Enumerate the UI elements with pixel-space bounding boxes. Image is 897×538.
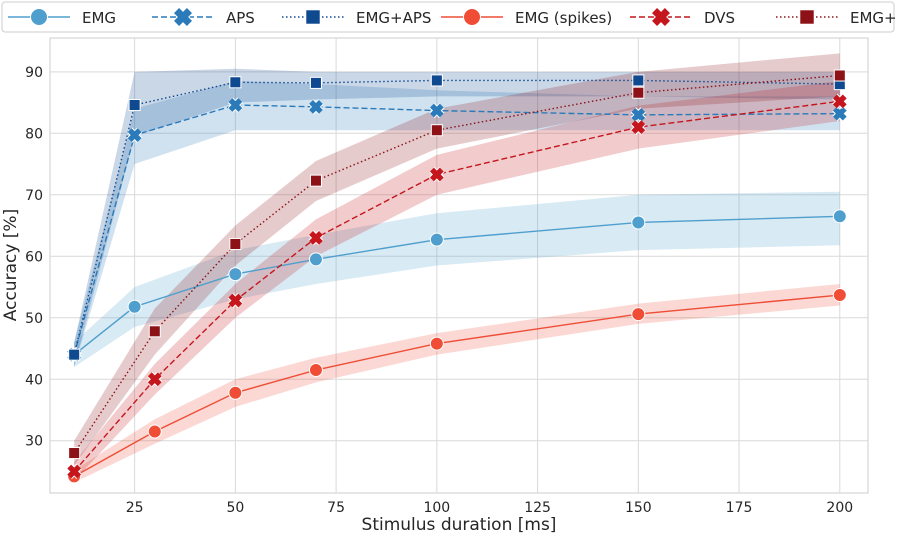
emg-dvs-marker [833,69,846,82]
y-tick-label: 30 [25,434,43,450]
legend-label: EMG+APS [356,9,431,27]
y-tick-label: 70 [25,188,43,204]
emg-spikes-marker [147,424,162,439]
x-tick-label: 150 [625,500,652,516]
legend-item-dvs: DVS [630,7,735,27]
emg-dvs-marker [430,124,443,137]
legend-label: APS [226,9,255,27]
aps-marker [308,99,324,115]
emg-aps-marker [68,348,81,361]
y-axis-label: Accuracy [%] [1,209,21,321]
y-tick-label: 80 [25,126,43,142]
dvs-marker [630,119,646,135]
aps-marker [630,107,646,123]
x-tick-label: 100 [423,500,450,516]
emg-spikes-marker [832,288,847,303]
emg-marker [832,209,847,224]
dvs-marker [832,93,848,109]
emg-dvs-confidence-band [74,53,840,466]
x-tick-label: 50 [226,500,244,516]
legend-marker [799,9,815,25]
emg-aps-marker [430,74,443,87]
dvs-marker [429,166,445,183]
emg-spikes-marker [308,363,323,378]
legend-item-emg-dvs: EMG+DVS [776,9,897,27]
dvs-marker [66,463,82,480]
legend-item-aps: APS [152,7,255,27]
y-tick-label: 50 [25,311,43,327]
aps-marker [429,102,445,119]
emg-aps-marker [632,74,645,87]
emg-spikes-marker [228,385,243,400]
x-tick-label: 125 [524,500,551,516]
emg-aps-marker [229,76,242,89]
emg-confidence-band [74,191,840,367]
grid [50,38,868,493]
emg-marker [228,267,243,282]
y-tick-label: 60 [25,249,43,265]
emg-dvs-marker [309,174,322,187]
aps-marker [227,97,243,113]
legend-marker [463,8,481,26]
legend: EMG APS EMG+APS EMG (spikes) DVS EMG+DVS [1,1,897,33]
emg-dvs-marker [229,237,242,251]
aps-marker [832,106,848,122]
legend-item-emg-spikes: EMG (spikes) [441,8,612,27]
emg-dvs-marker [68,447,81,460]
x-tick-label: 200 [826,500,853,516]
legend-marker [30,8,48,26]
emg-spikes-confidence-band [74,283,840,483]
confidence-bands [74,53,840,483]
aps-confidence-band [74,81,840,367]
emg-aps-marker [309,76,322,89]
emg-marker [631,215,646,230]
emg-aps-confidence-band [74,68,840,367]
emg-spikes-marker [429,336,444,351]
legend-label: EMG (spikes) [515,9,612,27]
dvs-confidence-band [74,81,840,481]
legend-marker [651,7,671,27]
dvs-marker [227,292,243,309]
legend-marker [173,7,193,27]
series-markers [66,69,848,484]
y-tick-label: 40 [25,372,43,388]
emg-marker [127,299,142,314]
emg-aps-marker [128,98,141,112]
emg-marker [308,252,323,267]
legend-label: EMG+DVS [850,9,897,27]
aps-marker [127,127,143,143]
legend-marker [305,9,321,25]
x-tick-label: 75 [327,500,345,516]
x-tick-label: 25 [126,500,144,516]
x-axis-label: Stimulus duration [ms] [362,515,557,535]
legend-item-emg: EMG [8,8,116,27]
dvs-marker [147,371,163,387]
emg-dvs-marker [148,325,161,338]
emg-spikes-marker [631,307,646,322]
legend-label: EMG [82,9,116,27]
emg-dvs-marker [632,86,645,99]
emg-marker [429,232,444,247]
dvs-marker [308,230,324,246]
x-tick-label: 175 [726,500,753,516]
tick-labels: 25 50 75 100 125 150 175 200 30 40 50 60 70 80 90 [25,65,853,516]
y-tick-label: 90 [25,65,43,81]
legend-item-emg-aps: EMG+APS [282,9,431,27]
legend-label: DVS [704,9,735,27]
